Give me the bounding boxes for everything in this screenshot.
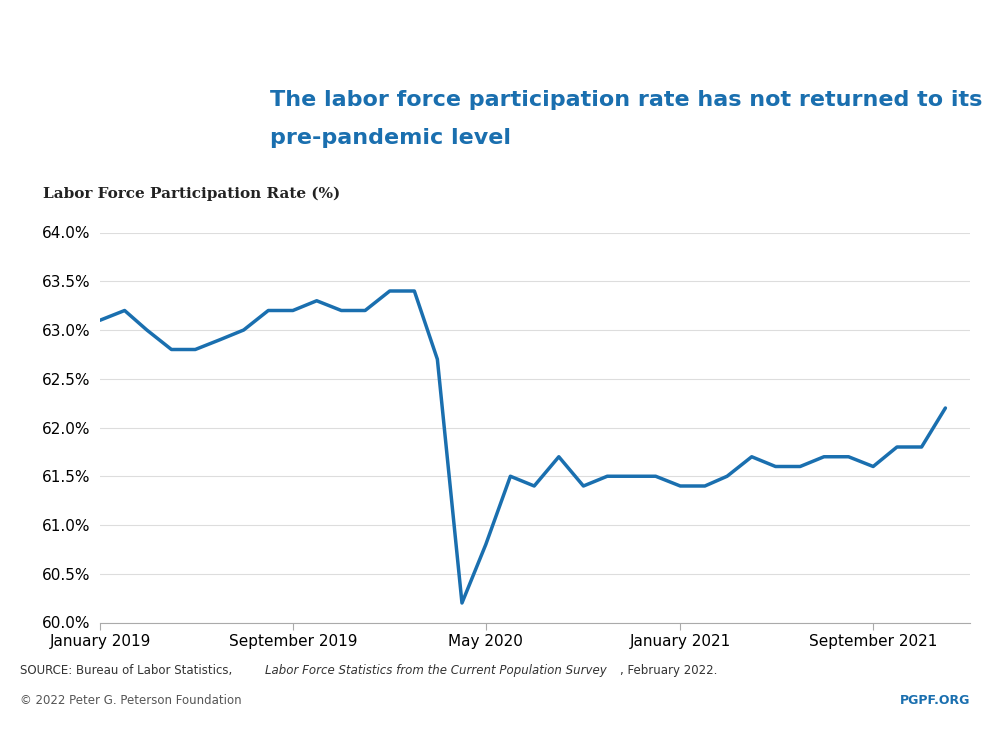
Text: PETER G.: PETER G.: [119, 62, 179, 76]
Text: , February 2022.: , February 2022.: [620, 664, 717, 676]
Text: The labor force participation rate has not returned to its: The labor force participation rate has n…: [270, 90, 982, 110]
Text: ≋: ≋: [48, 80, 71, 108]
Text: FOUNDATION: FOUNDATION: [119, 114, 178, 123]
Text: © 2022 Peter G. Peterson Foundation: © 2022 Peter G. Peterson Foundation: [20, 694, 242, 706]
Text: PETERSON: PETERSON: [119, 87, 189, 100]
Text: pre-pandemic level: pre-pandemic level: [270, 128, 511, 148]
Text: Labor Force Statistics from the Current Population Survey: Labor Force Statistics from the Current …: [265, 664, 607, 676]
Text: SOURCE: Bureau of Labor Statistics,: SOURCE: Bureau of Labor Statistics,: [20, 664, 236, 676]
Text: PGPF.ORG: PGPF.ORG: [900, 694, 970, 706]
Text: Labor Force Participation Rate (%): Labor Force Participation Rate (%): [43, 187, 341, 201]
